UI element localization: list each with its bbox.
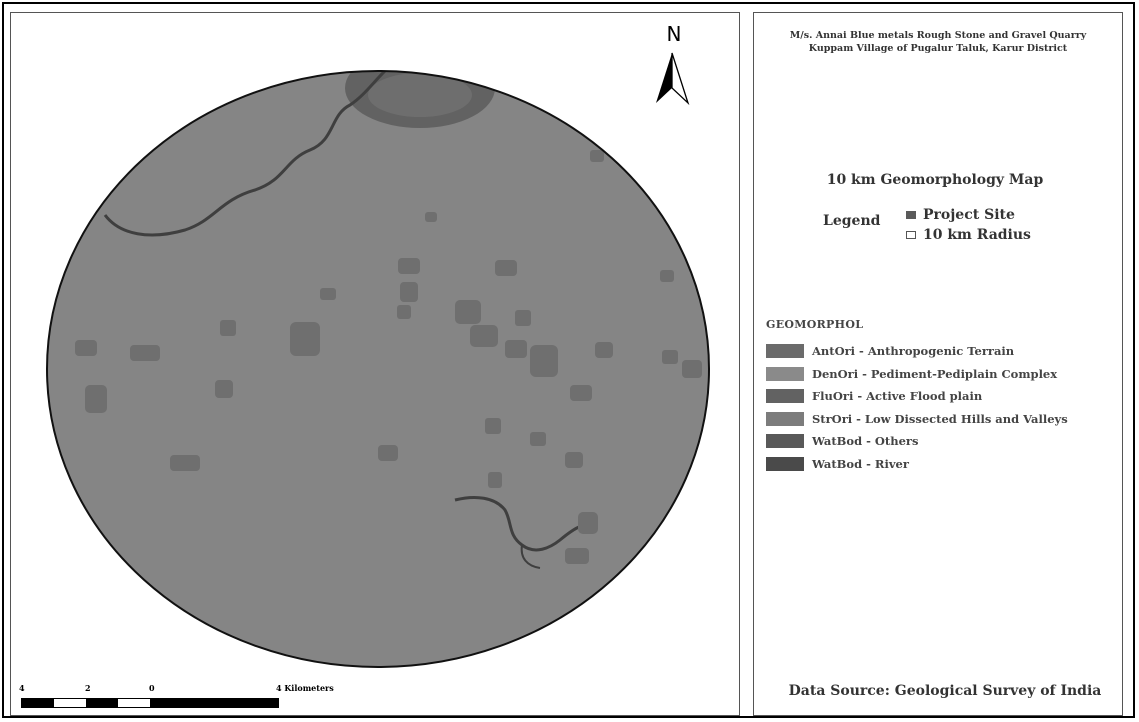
scale-tick-label: 4	[19, 683, 25, 693]
scale-segment	[118, 699, 150, 707]
geo-class-label: WatBod - Others	[812, 434, 919, 449]
hill-patch	[495, 260, 517, 276]
hill-patches	[75, 150, 702, 564]
hill-patch	[662, 350, 678, 364]
geo-class-item: FluOri - Active Flood plain	[766, 385, 1068, 408]
geo-class-label: AntOri - Anthropogenic Terrain	[812, 344, 1015, 359]
hill-patch	[515, 310, 531, 326]
hill-patch	[170, 455, 200, 471]
hill-patch	[400, 282, 418, 302]
hill-patch	[565, 452, 583, 468]
north-arrow-icon	[656, 52, 690, 106]
hill-patch	[578, 512, 598, 534]
geo-class-swatch	[766, 389, 804, 404]
scale-segment	[150, 699, 278, 707]
hill-patch	[85, 385, 107, 413]
radius-10km-area	[47, 71, 709, 667]
hill-patch	[455, 300, 481, 324]
hill-patch	[530, 432, 546, 446]
hill-patch	[505, 340, 527, 358]
title-block: M/s. Annai Blue metals Rough Stone and G…	[762, 29, 1114, 55]
geo-class-item: StrOri - Low Dissected Hills and Valleys	[766, 408, 1068, 431]
hill-patch	[215, 380, 233, 398]
river-southeast-branch	[520, 544, 541, 569]
geo-class-swatch	[766, 456, 804, 471]
geo-class-label: DenOri - Pediment-Pediplain Complex	[812, 366, 1058, 381]
geo-class-item: DenOri - Pediment-Pediplain Complex	[766, 363, 1068, 386]
title-line-2: Kuppam Village of Pugalur Taluk, Karur D…	[808, 43, 1068, 54]
legend-panel-frame	[753, 12, 1123, 716]
data-source: Data Source: Geological Survey of India	[788, 683, 1102, 699]
hill-patch	[595, 342, 613, 358]
north-arrow: N	[655, 24, 693, 44]
hill-patch	[470, 325, 498, 347]
hill-patch	[590, 150, 604, 162]
legend-entry-label: Project Site	[923, 207, 1015, 223]
legend-entry-label: 10 km Radius	[923, 227, 1031, 243]
geo-class-item: WatBod - Others	[766, 430, 1068, 453]
north-label: N	[666, 22, 682, 46]
hill-patch	[378, 445, 398, 461]
radius-10km-outline	[46, 70, 710, 668]
hill-patch	[397, 305, 411, 319]
geo-class-label: WatBod - River	[812, 456, 909, 471]
hill-patch	[570, 385, 592, 401]
geo-class-swatch	[766, 366, 804, 381]
flood-plain-zone-inner	[368, 73, 472, 117]
scale-bar-segments	[21, 698, 279, 708]
geo-class-swatch	[766, 434, 804, 449]
title-line-1: M/s. Annai Blue metals Rough Stone and G…	[789, 30, 1087, 41]
hill-patch	[488, 472, 502, 488]
geomorphology-legend: AntOri - Anthropogenic Terrain DenOri - …	[766, 340, 1068, 475]
legend-label: Legend	[823, 213, 881, 229]
hill-patch	[485, 418, 501, 434]
hill-patch	[290, 322, 320, 356]
scale-tick-label: 4 Kilometers	[276, 683, 334, 693]
geo-class-item: WatBod - River	[766, 453, 1068, 476]
hill-patch	[530, 345, 558, 377]
hill-patch	[320, 288, 336, 300]
scale-tick-label: 0	[149, 683, 155, 693]
hill-patch	[660, 270, 674, 282]
hill-patch	[682, 360, 702, 378]
hill-patch	[425, 212, 437, 222]
map-frame	[10, 12, 740, 716]
scale-segment	[22, 699, 54, 707]
geo-class-label: StrOri - Low Dissected Hills and Valleys	[812, 411, 1068, 426]
radius-symbol-icon	[906, 231, 916, 239]
legend-entries: Project Site 10 km Radius	[906, 205, 1031, 245]
geo-class-label: FluOri - Active Flood plain	[812, 389, 983, 404]
geomorphology-heading: GEOMORPHOL	[766, 318, 864, 331]
legend-entry-project-site: Project Site	[906, 205, 1031, 225]
map-title: 10 km Geomorphology Map	[826, 172, 1044, 188]
legend-entry-radius: 10 km Radius	[906, 225, 1031, 245]
hill-patch	[75, 340, 97, 356]
geo-class-swatch	[766, 344, 804, 359]
river-north	[103, 71, 390, 237]
scale-tick-label: 2	[85, 683, 91, 693]
hill-patch	[565, 548, 589, 564]
geo-class-item: AntOri - Anthropogenic Terrain	[766, 340, 1068, 363]
scale-segment	[86, 699, 118, 707]
project-site-symbol-icon	[906, 211, 916, 219]
scale-segment	[54, 699, 86, 707]
hill-patch	[220, 320, 236, 336]
hill-patch	[398, 258, 420, 274]
hill-patch	[130, 345, 160, 361]
geo-class-swatch	[766, 411, 804, 426]
